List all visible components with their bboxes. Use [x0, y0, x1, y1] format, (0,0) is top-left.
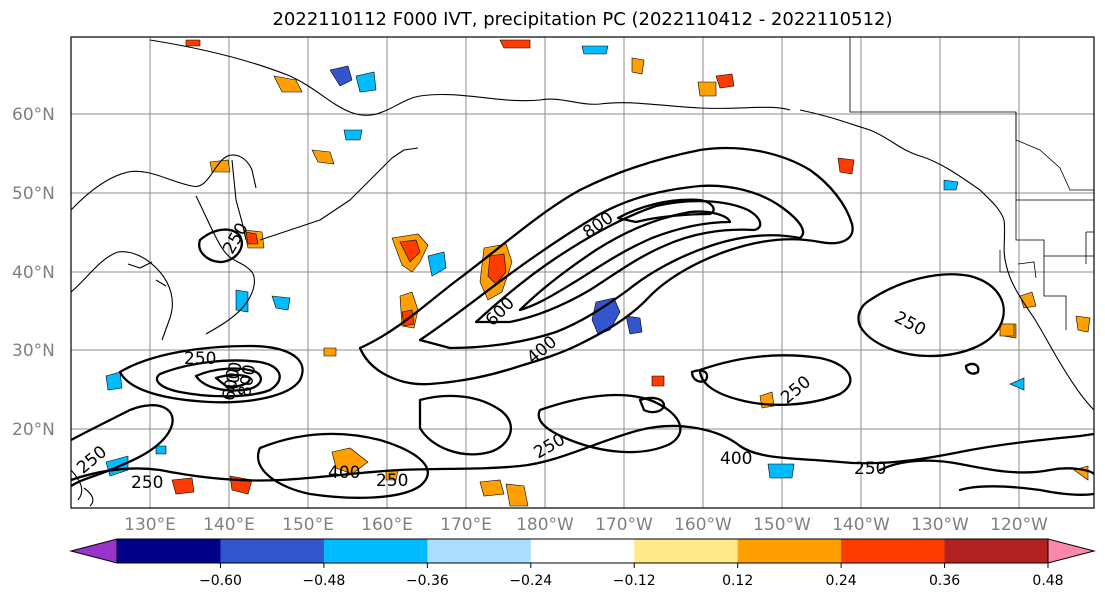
coastlines [71, 39, 1094, 507]
lon-label: 170°W [595, 515, 653, 535]
colorbar-segment [841, 539, 946, 563]
longitude-labels: 130°E 140°E 150°E 160°E 170°E 180°W 170°… [124, 515, 1048, 535]
contour-label: 250 [131, 473, 163, 493]
colorbar-segment [220, 539, 325, 563]
lat-label: 40°N [12, 263, 55, 283]
ivt-contours [71, 146, 1094, 499]
contour-label: 400 [328, 463, 360, 483]
colorbar-segment [323, 539, 428, 563]
latitude-labels: 60°N 50°N 40°N 30°N 20°N [12, 105, 55, 440]
lon-label: 120°W [990, 515, 1048, 535]
lon-label: 150°E [282, 515, 334, 535]
lon-label: 140°E [203, 515, 255, 535]
colorbar-tick-label: 0.36 [929, 573, 960, 589]
contour-label: 400 [720, 449, 752, 469]
political-borders [849, 37, 1094, 330]
contour-label: 250 [854, 459, 886, 479]
colorbar-segment [427, 539, 532, 563]
colorbar-tick-label: −0.48 [302, 573, 345, 589]
lon-label: 180°W [516, 515, 574, 535]
colorbar-extend-min [69, 538, 118, 564]
colorbar-segment [944, 539, 1049, 563]
colorbar-tick-label: −0.36 [406, 573, 449, 589]
contour-label: 250 [376, 471, 408, 491]
precip-shading [105, 39, 1091, 507]
colorbar-segment [117, 539, 221, 563]
lon-label: 130°E [124, 515, 176, 535]
lon-label: 170°E [440, 515, 492, 535]
map-frame [70, 36, 1095, 509]
contour-label: 250 [184, 349, 216, 369]
colorbar-tick-label: −0.24 [509, 573, 552, 589]
lon-label: 130°W [911, 515, 969, 535]
lat-label: 60°N [12, 105, 55, 125]
colorbar-segment [530, 539, 635, 563]
lat-label: 50°N [12, 184, 55, 204]
lat-label: 30°N [12, 341, 55, 361]
colorbar-segment [634, 539, 739, 563]
colorbar-ticks: −0.60 −0.48 −0.36 −0.24 −0.12 0.12 0.24 0.36 0.4… [199, 563, 1064, 589]
colorbar-tick-label: −0.60 [199, 573, 242, 589]
colorbar-tick-label: 0.24 [826, 573, 857, 589]
lon-label: 160°E [361, 515, 413, 535]
colorbar: −0.60 −0.48 −0.36 −0.24 −0.12 0.12 0.24 0.36 0.4… [69, 538, 1096, 589]
colorbar-segments [116, 538, 1049, 564]
lon-label: 160°W [674, 515, 732, 535]
colorbar-tick-label: 0.48 [1032, 573, 1063, 589]
colorbar-extend-max [1047, 538, 1096, 564]
colorbar-tick-label: −0.12 [613, 573, 656, 589]
colorbar-segment [737, 539, 842, 563]
lat-label: 20°N [12, 420, 55, 440]
lon-label: 140°W [832, 515, 890, 535]
lon-label: 150°W [753, 515, 811, 535]
colorbar-tick-label: 0.12 [722, 573, 753, 589]
map-title: 2022110112 F000 IVT, precipitation PC (2… [272, 9, 893, 30]
